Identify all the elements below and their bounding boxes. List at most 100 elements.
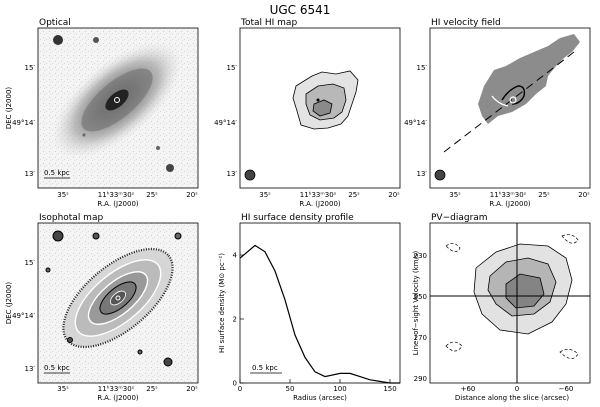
center-marker xyxy=(114,97,120,103)
y-tick: 230 xyxy=(414,252,427,260)
x-tick: 0 xyxy=(238,385,242,393)
panel-pv-diagram: PV−diagram 230 250 270 290 +60 0 −60 Dis… xyxy=(412,213,591,402)
x-tick: 11ʰ33ᵐ30ˢ xyxy=(98,385,135,393)
y-tick: 49°14′ xyxy=(214,119,237,127)
pv-negative-contour xyxy=(559,349,579,359)
y-tick: 4 xyxy=(233,252,238,260)
x-tick: 11ʰ33ᵐ30ˢ xyxy=(98,191,135,199)
x-tick: 20ˢ xyxy=(388,191,400,199)
x-tick: 35ˢ xyxy=(449,191,461,199)
x-tick: 25ˢ xyxy=(146,191,158,199)
center-marker xyxy=(115,295,121,301)
x-tick: 11ʰ33ᵐ30ˢ xyxy=(300,191,337,199)
y-tick: 15′ xyxy=(25,259,36,267)
x-tick: 20ˢ xyxy=(186,191,198,199)
x-tick: +60 xyxy=(461,385,476,393)
x-tick: 50 xyxy=(286,385,295,393)
y-tick: 15′ xyxy=(25,64,36,72)
profile-ticks: 0 50 100 150 0 2 4 xyxy=(233,252,397,394)
star xyxy=(92,232,100,240)
y-axis-label: DEC (J2000) xyxy=(5,282,13,325)
y-axis-label: DEC (J2000) xyxy=(5,87,13,130)
x-axis-label: R.A. (J2000) xyxy=(489,200,531,208)
panel-title: PV−diagram xyxy=(431,213,488,223)
x-tick: 25ˢ xyxy=(146,385,158,393)
y-tick: 13′ xyxy=(227,170,238,178)
x-tick: 25ˢ xyxy=(348,191,360,199)
pv-negative-contour xyxy=(445,243,461,252)
plot-frame xyxy=(239,222,401,384)
x-tick: −60 xyxy=(559,385,574,393)
y-tick: 15′ xyxy=(417,64,428,72)
x-tick: 35ˢ xyxy=(57,385,69,393)
star xyxy=(53,35,63,45)
galaxy-core xyxy=(105,89,129,111)
y-tick: 0 xyxy=(233,380,237,388)
x-tick: 25ˢ xyxy=(538,191,550,199)
star xyxy=(45,267,51,273)
x-tick: 100 xyxy=(333,385,346,393)
pv-negative-contour xyxy=(561,234,579,244)
y-tick: 15′ xyxy=(227,64,238,72)
x-tick: 20ˢ xyxy=(578,191,590,199)
hi-contour-inner xyxy=(312,99,333,117)
panel-title: HI velocity field xyxy=(431,18,501,28)
panel-isophotal: Isophotal map 0.5 kpc 15′ 49°14′ 13′ DEC… xyxy=(5,213,199,402)
panel-total-hi: Total HI map 15′ 49°14′ 13′ 35ˢ 11ʰ33ᵐ30… xyxy=(214,18,401,208)
isophote xyxy=(109,290,127,306)
star xyxy=(163,357,173,367)
velocity-contour xyxy=(501,85,526,105)
scalebar-label: 0.5 kpc xyxy=(252,364,278,372)
star xyxy=(156,146,160,150)
profile-line xyxy=(239,244,400,384)
scalebar-label: 0.5 kpc xyxy=(44,169,70,177)
pv-negative-contour xyxy=(445,341,463,352)
y-tick: 13′ xyxy=(25,365,36,373)
y-tick: 49°14′ xyxy=(404,119,427,127)
panel-velocity-field: HI velocity field 15′ 49°14′ 13′ 35ˢ 11ʰ… xyxy=(404,18,591,208)
y-tick: 2 xyxy=(233,316,237,324)
panel-title: Total HI map xyxy=(240,18,297,28)
star xyxy=(82,133,86,137)
x-axis-label: Distance along the slice (arcsec) xyxy=(455,394,569,402)
center-marker xyxy=(509,96,517,104)
y-axis-label: Line−of−sight Velocity (km/s) xyxy=(412,250,420,355)
beam-icon xyxy=(434,169,446,181)
x-tick: 35ˢ xyxy=(259,191,271,199)
x-axis-label: R.A. (J2000) xyxy=(299,200,341,208)
y-tick: 13′ xyxy=(25,170,36,178)
x-tick: 150 xyxy=(383,385,396,393)
y-tick: 13′ xyxy=(417,170,428,178)
figure-title: UGC 6541 xyxy=(270,3,331,17)
major-axis xyxy=(443,51,575,153)
center-marker xyxy=(316,98,320,102)
star xyxy=(137,349,143,355)
beam-icon xyxy=(244,169,256,181)
y-tick: 49°14′ xyxy=(12,312,35,320)
x-tick: 35ˢ xyxy=(57,191,69,199)
x-tick: 11ʰ33ᵐ30ˢ xyxy=(490,191,527,199)
y-tick: 250 xyxy=(414,293,427,301)
star xyxy=(174,232,182,240)
panel-title: Isophotal map xyxy=(39,213,103,223)
star xyxy=(93,37,99,43)
y-tick: 270 xyxy=(414,334,427,342)
star xyxy=(166,164,174,172)
y-tick: 49°14′ xyxy=(12,119,35,127)
x-tick: 0 xyxy=(515,385,519,393)
velocity-field-region xyxy=(478,34,580,124)
panel-title: HI surface density profile xyxy=(241,213,354,223)
panel-optical: Optical 0.5 kpc 15′ 49°14′ 13′ DEC (J200… xyxy=(5,18,199,208)
velocity-contour xyxy=(491,95,509,107)
x-axis-label: Radius (arcsec) xyxy=(293,394,347,402)
x-axis-label: R.A. (J2000) xyxy=(97,394,139,402)
panel-title: Optical xyxy=(39,18,71,28)
pv-contour-inner xyxy=(505,273,545,309)
y-axis-label: HI surface density (M⊙ pc⁻²) xyxy=(218,253,226,353)
scalebar-label: 0.5 kpc xyxy=(44,364,70,372)
panel-profile: HI surface density profile 0 50 100 150024 … xyxy=(218,213,401,402)
star xyxy=(67,337,73,343)
x-tick: 20ˢ xyxy=(186,385,198,393)
x-axis-label: R.A. (J2000) xyxy=(97,200,139,208)
